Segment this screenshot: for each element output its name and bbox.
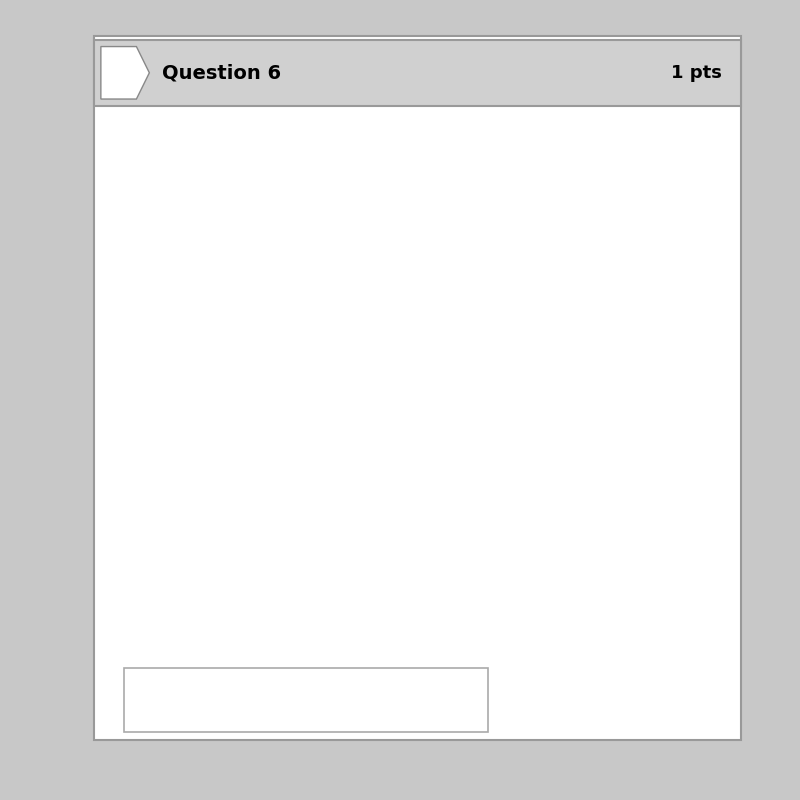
Text: X: X <box>190 377 204 394</box>
Text: 1 pts: 1 pts <box>670 64 722 82</box>
Text: 4x - 1: 4x - 1 <box>361 314 400 328</box>
Text: W: W <box>427 414 447 432</box>
Text: Question 6: Question 6 <box>162 63 282 82</box>
Polygon shape <box>101 46 150 99</box>
Text: U: U <box>238 305 253 322</box>
Text: Y: Y <box>318 207 330 226</box>
Text: Z: Z <box>654 377 666 394</box>
Text: Find the length of the midsegment UW.  UW =: Find the length of the midsegment UW. UW… <box>120 615 588 633</box>
Text: 5x + 4: 5x + 4 <box>494 278 541 293</box>
